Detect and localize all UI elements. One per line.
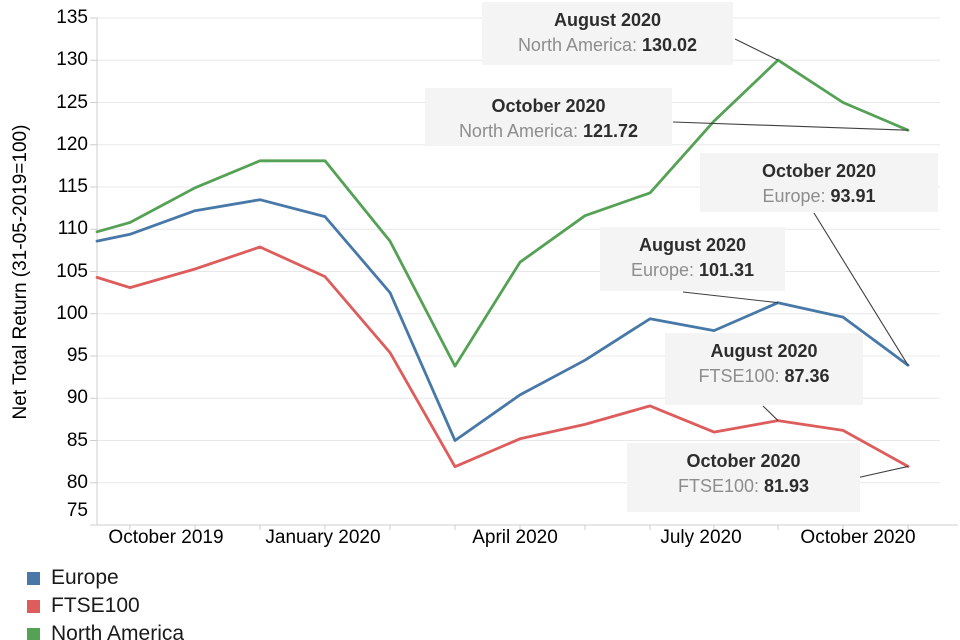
annotation-title: October 2020 xyxy=(761,161,877,181)
annotation-detail: FTSE100: 87.36 xyxy=(669,364,859,389)
legend-swatch xyxy=(27,571,40,585)
y-tick-label: 130 xyxy=(56,49,88,71)
annotation-title: October 2020 xyxy=(686,451,801,471)
x-tick-label: January 2020 xyxy=(265,527,381,548)
annotation-leader-line xyxy=(682,291,779,304)
legend-label: North America xyxy=(51,622,185,640)
annotation-value: 87.36 xyxy=(784,366,830,386)
y-tick-label: 95 xyxy=(66,345,88,366)
annotation-callout: October 2020 North America: 121.72 xyxy=(425,88,672,146)
annotation-detail: Europe: 101.31 xyxy=(604,258,781,283)
annotation-series-name: FTSE100: xyxy=(698,366,785,386)
legend-item-north-america[interactable]: North America xyxy=(27,620,184,640)
annotation-callout: August 2020 Europe: 101.31 xyxy=(600,227,785,291)
annotation-leader-line xyxy=(734,38,779,61)
annotation-series-name: Europe: xyxy=(630,260,699,280)
legend-label: FTSE100 xyxy=(51,594,140,617)
annotation-title: August 2020 xyxy=(710,341,818,361)
annotation-detail: North America: 130.02 xyxy=(486,33,729,58)
y-tick-label: 100 xyxy=(56,302,88,324)
legend: Europe FTSE100 North America xyxy=(27,564,184,640)
y-tick-label: 80 xyxy=(66,471,88,493)
annotation-value: 101.31 xyxy=(698,260,755,280)
annotation-series-name: North America: xyxy=(458,121,583,141)
annotation-value: 81.93 xyxy=(764,476,810,496)
series-line-north-america xyxy=(95,58,910,368)
annotation-detail: FTSE100: 81.93 xyxy=(631,474,856,499)
annotation-callout: August 2020 FTSE100: 87.36 xyxy=(665,333,863,405)
annotation-value: 93.91 xyxy=(830,186,876,206)
y-tick-label: 105 xyxy=(56,260,88,282)
annotation-leader-line xyxy=(762,405,779,421)
annotation-value: 130.02 xyxy=(641,35,698,55)
annotation-title: August 2020 xyxy=(553,10,662,30)
annotation-detail: Europe: 93.91 xyxy=(704,184,934,209)
legend-item-europe[interactable]: Europe xyxy=(27,564,184,592)
annotation-series-name: Europe: xyxy=(762,186,831,206)
annotation-leader-line xyxy=(851,465,909,480)
y-tick-label: 120 xyxy=(56,133,88,155)
annotation-title: August 2020 xyxy=(638,235,747,255)
x-tick-label: October 2020 xyxy=(800,527,916,548)
x-tick-label: July 2020 xyxy=(660,527,742,548)
legend-swatch xyxy=(27,627,40,640)
annotation-leader-line xyxy=(672,121,909,131)
annotation-series-name: FTSE100: xyxy=(677,476,764,496)
series-line-ftse100 xyxy=(95,245,910,469)
series-line-europe xyxy=(95,198,910,442)
y-tick-label: 115 xyxy=(57,176,88,197)
y-tick-label: 90 xyxy=(66,387,88,409)
x-tick-label: October 2019 xyxy=(108,527,224,548)
annotation-detail: North America: 121.72 xyxy=(429,119,668,144)
y-tick-label: 75 xyxy=(66,500,88,521)
y-tick-label: 125 xyxy=(56,91,88,113)
y-tick-label: 85 xyxy=(66,429,88,451)
legend-label: Europe xyxy=(51,566,119,589)
annotation-title: October 2020 xyxy=(491,96,606,116)
annotation-leader-line xyxy=(813,212,909,366)
annotation-callout: August 2020 North America: 130.02 xyxy=(482,2,733,65)
annotation-callout: October 2020 Europe: 93.91 xyxy=(700,153,938,212)
annotation-callout: October 2020 FTSE100: 81.93 xyxy=(627,443,860,512)
legend-item-ftse100[interactable]: FTSE100 xyxy=(27,592,184,620)
annotation-value: 121.72 xyxy=(582,121,639,141)
x-tick-label: April 2020 xyxy=(472,527,558,548)
y-tick-label: 135 xyxy=(56,7,88,28)
legend-swatch xyxy=(27,599,40,613)
y-tick-label: 110 xyxy=(57,218,88,240)
annotation-series-name: North America: xyxy=(517,35,642,55)
